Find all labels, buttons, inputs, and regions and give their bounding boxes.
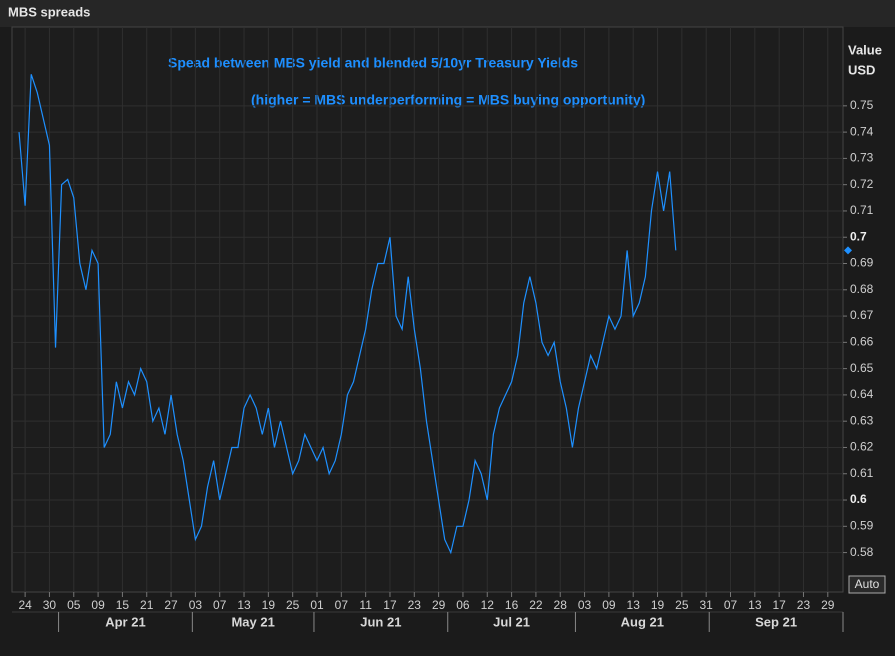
x-tick-label: 09 (91, 598, 105, 612)
data-line (18, 74, 677, 555)
x-tick-label: 01 (310, 598, 324, 612)
last-value-marker (844, 246, 852, 255)
x-tick-label: 06 (456, 598, 470, 612)
y-tick-label: 0.74 (850, 124, 874, 138)
x-tick-label: 29 (432, 598, 446, 612)
month-label: Aug 21 (621, 614, 664, 629)
y-tick-label: 0.73 (850, 151, 874, 165)
month-label: Sep 21 (755, 614, 797, 629)
x-tick-label: 03 (578, 598, 592, 612)
x-tick-label: 05 (67, 598, 81, 612)
x-tick-label: 17 (772, 598, 786, 612)
y-tick-label: 0.61 (850, 466, 874, 480)
x-tick-label: 22 (529, 598, 543, 612)
x-tick-label: 07 (213, 598, 227, 612)
x-tick-label: 07 (724, 598, 738, 612)
x-tick-label: 13 (627, 598, 641, 612)
x-tick-label: 19 (651, 598, 665, 612)
x-tick-label: 29 (821, 598, 835, 612)
annotation: (higher = MBS underperforming = MBS buyi… (251, 92, 645, 108)
month-label: Jun 21 (360, 614, 401, 629)
x-tick-label: 27 (164, 598, 178, 612)
x-tick-label: 25 (286, 598, 300, 612)
y-tick-label: 0.64 (850, 387, 874, 401)
y-tick-label: 0.62 (850, 440, 874, 454)
x-tick-label: 25 (675, 598, 689, 612)
x-tick-label: 13 (748, 598, 762, 612)
x-tick-label: 09 (602, 598, 616, 612)
x-tick-label: 23 (797, 598, 811, 612)
header-bar (0, 0, 895, 27)
y-tick-label: 0.68 (850, 282, 874, 296)
y-tick-label: 0.59 (850, 518, 874, 532)
x-tick-label: 23 (408, 598, 422, 612)
x-tick-label: 12 (481, 598, 495, 612)
x-tick-label: 30 (43, 598, 57, 612)
x-tick-label: 11 (359, 598, 372, 612)
x-tick-label: 21 (140, 598, 154, 612)
y-tick-label: 0.75 (850, 98, 874, 112)
y-tick-label: 0.6 (850, 492, 867, 506)
x-tick-label: 24 (18, 598, 32, 612)
y-tick-label: 0.71 (850, 203, 874, 217)
auto-button-label[interactable]: Auto (855, 577, 880, 591)
y-axis-label: Value (848, 42, 882, 57)
y-tick-label: 0.63 (850, 413, 874, 427)
chart-title: MBS spreads (8, 4, 90, 19)
x-tick-label: 16 (505, 598, 519, 612)
y-tick-label: 0.65 (850, 361, 874, 375)
month-label: Apr 21 (105, 614, 145, 629)
plot-area (11, 26, 844, 593)
auto-button[interactable] (848, 575, 886, 594)
x-tick-label: 17 (383, 598, 397, 612)
x-tick-label: 07 (335, 598, 349, 612)
month-label: May 21 (231, 614, 274, 629)
month-label: Jul 21 (493, 614, 530, 629)
y-tick-label: 0.7 (850, 229, 867, 243)
x-tick-label: 31 (700, 598, 714, 612)
y-tick-label: 0.72 (850, 177, 874, 191)
x-tick-label: 28 (554, 598, 568, 612)
x-tick-label: 19 (262, 598, 276, 612)
x-tick-label: 15 (116, 598, 130, 612)
y-tick-label: 0.67 (850, 308, 874, 322)
y-tick-label: 0.66 (850, 335, 874, 349)
y-tick-label: 0.58 (850, 545, 874, 559)
y-tick-label: 0.69 (850, 256, 874, 270)
x-tick-label: 13 (237, 598, 251, 612)
annotation: Spead between MBS yield and blended 5/10… (168, 55, 578, 71)
x-tick-label: 03 (189, 598, 203, 612)
y-axis-unit: USD (848, 62, 875, 77)
